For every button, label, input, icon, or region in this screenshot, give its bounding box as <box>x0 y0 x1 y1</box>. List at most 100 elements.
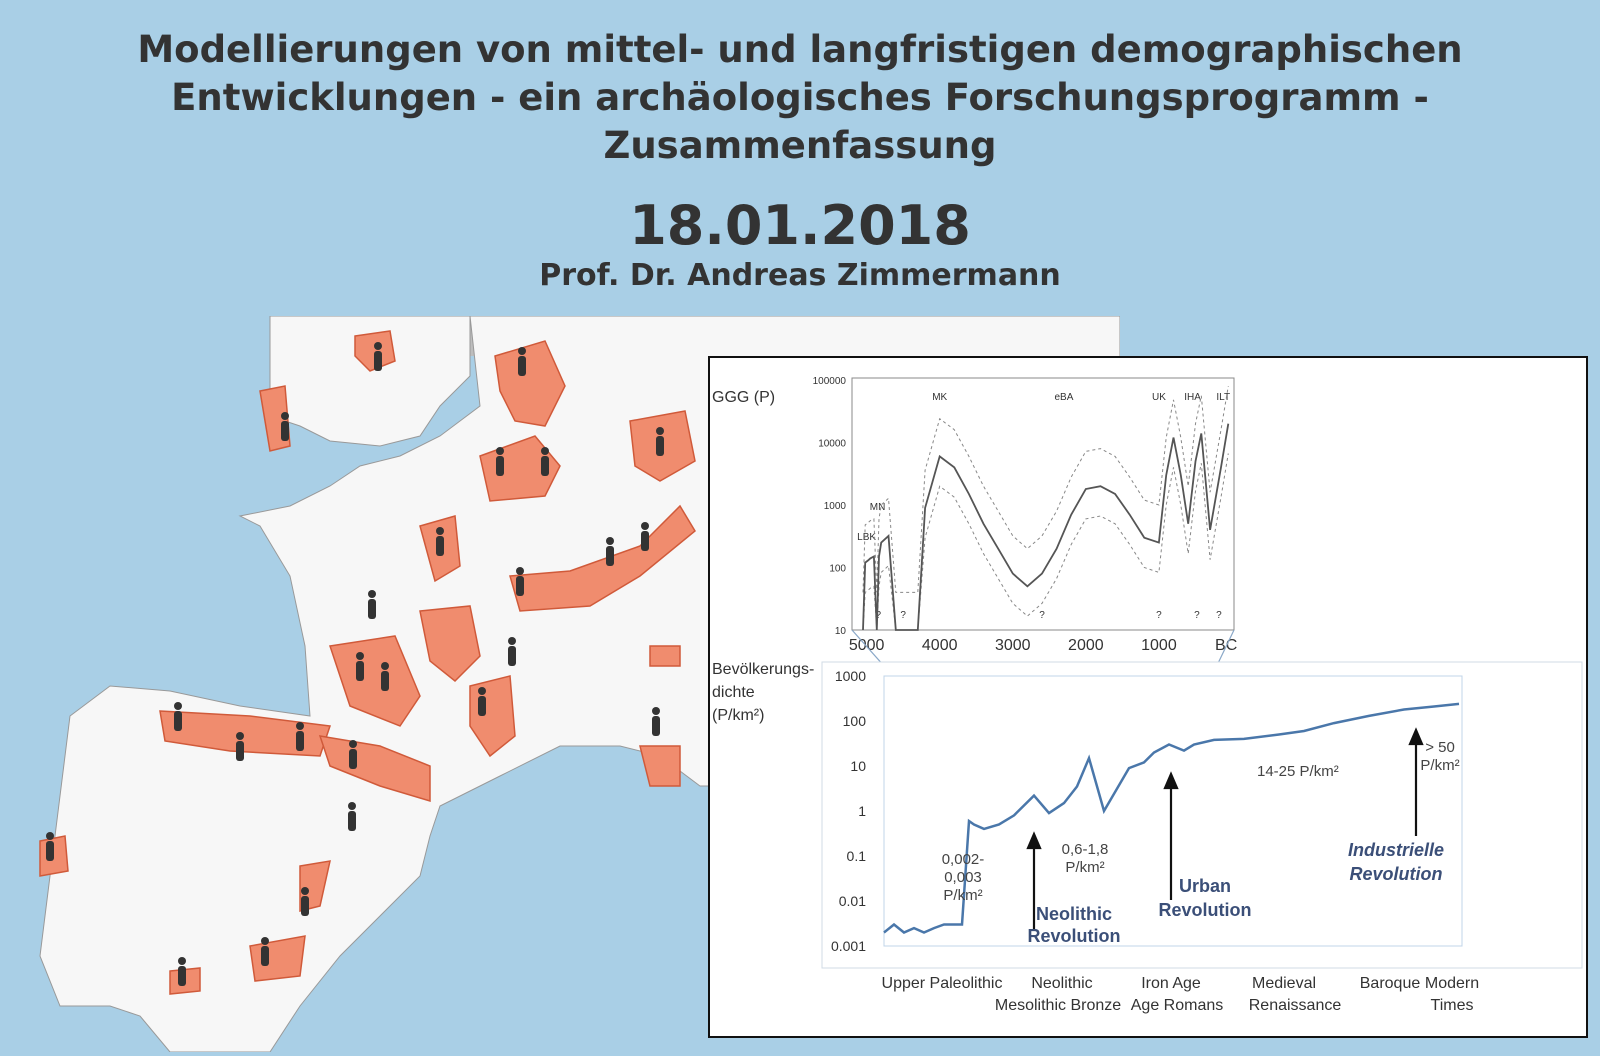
inset-y-tick-label: 100000 <box>813 376 847 387</box>
population-area <box>329 635 421 727</box>
label-urban-revolution: Urban Revolution <box>1159 876 1252 920</box>
person-figure-icon <box>368 590 376 619</box>
arrowhead-neolithic <box>1026 831 1042 850</box>
population-area <box>159 710 332 757</box>
person-figure-icon <box>374 342 382 371</box>
inset-period-label: MK <box>932 392 947 403</box>
main-x-label-row1: Iron Age <box>1141 975 1201 992</box>
inset-unknown-mark: ? <box>1039 610 1045 621</box>
map-population-areas <box>39 330 696 995</box>
population-area <box>354 330 396 372</box>
person-figure-icon <box>508 637 516 666</box>
title-line-2: Entwicklungen - ein archäologisches Fors… <box>171 76 1429 119</box>
main-y-tick-label: 0.01 <box>839 893 866 909</box>
person-figure-icon <box>301 887 309 916</box>
main-y-tick-label: 100 <box>843 713 867 729</box>
inset-x-tick-label: 3000 <box>995 637 1031 654</box>
main-y-tick-label: 10 <box>850 758 866 774</box>
inset-period-labels: LBK MN MK eBA UK IHA ILT <box>857 392 1230 543</box>
annotation-paleolithic-density: 0,002-0,003 P/km² <box>942 851 985 904</box>
arrowhead-industrial <box>1408 727 1424 746</box>
population-area <box>494 340 566 427</box>
inset-period-label: eBA <box>1054 392 1073 403</box>
arrowhead-urban <box>1163 771 1179 790</box>
main-x-axis: Upper Paleolithic Neolithic Iron Age Mediev… <box>882 975 1480 1014</box>
main-x-label-row2: Mesolithic Bronze <box>995 997 1121 1014</box>
inset-series-line <box>862 423 1230 631</box>
person-figure-icon <box>261 937 269 966</box>
population-area <box>509 504 696 612</box>
person-figure-icon <box>281 412 289 441</box>
main-plot-frame <box>883 675 1463 947</box>
inset-x-tick-label: 2000 <box>1068 637 1104 654</box>
inset-period-label: UK <box>1152 392 1166 403</box>
main-x-label-row1: Upper Paleolithic <box>882 975 1003 992</box>
inset-x-tick-label: 5000 <box>849 637 885 654</box>
main-ylabel: Bevölkerungs- dichte (P/km²) <box>712 661 819 724</box>
person-figure-icon <box>46 832 54 861</box>
density-chart-panel: GGG (P) 100000 10000 1000 100 10 5000 4000 300… <box>708 356 1588 1038</box>
title-line-1: Modellierungen von mittel- und langfrist… <box>137 28 1463 71</box>
inset-period-label: LBK <box>857 532 876 543</box>
main-x-label-row1: Medieval <box>1252 975 1316 992</box>
person-figure-icon <box>541 447 549 476</box>
inset-lower-bound-line <box>862 453 1229 631</box>
map-person-icons <box>46 342 664 986</box>
inset-y-tick-label: 100 <box>829 564 846 575</box>
main-y-tick-label: 1000 <box>835 668 866 684</box>
title-line-3: Zusammenfassung <box>603 124 997 167</box>
annotation-medieval-density: 14-25 P/km² <box>1257 763 1339 780</box>
annotation-modern-density: > 50 P/km² <box>1420 739 1459 774</box>
person-figure-icon <box>606 537 614 566</box>
inset-unknown-mark: ? <box>876 610 882 621</box>
population-area <box>649 645 681 667</box>
label-neolithic-revolution: Neolithic Revolution <box>1028 904 1121 946</box>
inset-x-axis: 50004000300020001000BC <box>849 637 1237 654</box>
inset-y-tick-label: 10 <box>835 626 847 637</box>
inset-unknown-mark: ? <box>1156 610 1162 621</box>
person-figure-icon <box>641 522 649 551</box>
main-series-line <box>883 702 1460 934</box>
inset-plot-frame <box>851 377 1235 631</box>
inset-unknown-mark: ? <box>1216 610 1222 621</box>
population-area <box>318 735 431 803</box>
main-plot-outer <box>821 661 1583 969</box>
person-figure-icon <box>296 722 304 751</box>
inset-y-axis: 100000 10000 1000 100 10 <box>813 376 847 637</box>
person-figure-icon <box>518 347 526 376</box>
date-heading: 18.01.2018 <box>629 194 971 257</box>
main-y-tick-label: 0.001 <box>831 938 866 954</box>
main-x-label-row2: Age Romans <box>1131 997 1224 1014</box>
person-figure-icon <box>496 447 504 476</box>
inset-period-label: ILT <box>1216 392 1230 403</box>
person-figure-icon <box>478 687 486 716</box>
population-area <box>419 605 481 683</box>
author-name: Prof. Dr. Andreas Zimmermann <box>539 258 1061 293</box>
population-area <box>639 745 681 787</box>
person-figure-icon <box>178 957 186 986</box>
inset-y-tick-label: 1000 <box>824 501 847 512</box>
inset-period-label: MN <box>870 502 886 513</box>
inset-unknown-marks: ?????? <box>876 610 1223 621</box>
person-figure-icon <box>436 527 444 556</box>
inset-x-tick-label: 4000 <box>922 637 958 654</box>
person-figure-icon <box>348 802 356 831</box>
main-y-tick-label: 1 <box>858 803 866 819</box>
person-figure-icon <box>516 567 524 596</box>
main-y-axis: 1000 100 10 1 0.1 0.01 0.001 <box>831 668 866 954</box>
inset-y-tick-label: 10000 <box>818 439 846 450</box>
main-x-label-row2: Renaissance <box>1249 997 1342 1014</box>
inset-unknown-mark: ? <box>900 610 906 621</box>
inset-period-label: IHA <box>1184 392 1201 403</box>
annotation-neolithic-density: 0,6-1,8 P/km² <box>1062 841 1109 876</box>
main-x-label-row2: Times <box>1431 997 1474 1014</box>
person-figure-icon <box>356 652 364 681</box>
inset-upper-bound-line <box>862 386 1229 593</box>
person-figure-icon <box>236 732 244 761</box>
person-figure-icon <box>652 707 660 736</box>
person-figure-icon <box>349 740 357 769</box>
chart-svg: GGG (P) 100000 10000 1000 100 10 5000 4000 300… <box>712 376 1583 1014</box>
main-y-tick-label: 0.1 <box>847 848 867 864</box>
inset-unknown-mark: ? <box>1194 610 1200 621</box>
main-x-label-row1: Baroque <box>1360 975 1421 992</box>
